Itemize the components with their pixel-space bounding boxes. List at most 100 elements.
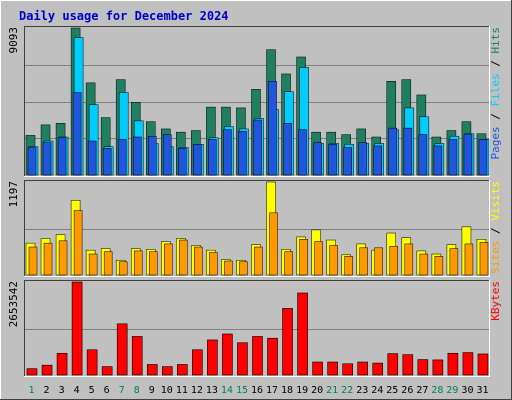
x-tick-label: 8 (134, 385, 140, 396)
bar-kbytes (101, 366, 113, 376)
x-tick-label: 6 (104, 385, 110, 396)
bar-sites (73, 210, 83, 276)
bar-kbytes (146, 364, 158, 376)
legend-separator: / (489, 54, 502, 74)
bar-kbytes (131, 336, 143, 376)
x-tick-label: 12 (191, 385, 203, 396)
x-tick-label: 13 (206, 385, 218, 396)
x-tick-label: 24 (371, 385, 383, 396)
x-tick-label: 3 (59, 385, 65, 396)
bar-pages (403, 127, 413, 176)
bar-pages (132, 136, 142, 176)
bar-pages (57, 137, 67, 176)
bar-kbytes (327, 361, 338, 376)
x-tick-label: 31 (476, 385, 488, 396)
x-tick-label: 14 (221, 385, 233, 396)
bar-pages (358, 142, 367, 176)
bar-pages (102, 148, 112, 176)
bar-sites (43, 242, 53, 276)
bar-pages (478, 139, 488, 176)
bar-sites (28, 246, 38, 276)
panel-visits_sites: 1197 Sites / Visits (7, 180, 502, 277)
x-tick-label: 9 (149, 385, 155, 396)
x-tick-label: 16 (251, 385, 263, 396)
bar-pages (117, 139, 127, 176)
bar-sites (239, 261, 248, 276)
bar-sites (434, 256, 444, 276)
x-tick-label: 27 (416, 385, 428, 396)
bar-sites (269, 212, 278, 276)
x-tick-label: 1 (29, 385, 35, 396)
bar-kbytes (417, 359, 429, 376)
bar-sites (344, 256, 353, 276)
x-tick-label: 30 (461, 385, 473, 396)
panel-kbytes: 2653542 KBytes (7, 280, 502, 377)
bar-pages (313, 142, 322, 176)
bar-sites (164, 243, 173, 276)
bar-pages (148, 135, 157, 176)
x-tick-label: 11 (176, 385, 188, 396)
bar-pages (223, 129, 232, 176)
bar-pages (87, 140, 97, 176)
bar-kbytes (161, 366, 173, 376)
x-tick-label: 20 (311, 385, 323, 396)
bar-pages (268, 80, 277, 176)
bar-sites (389, 246, 399, 276)
x-tick-label: 29 (446, 385, 458, 396)
bar-kbytes (41, 364, 53, 376)
bar-pages (178, 148, 187, 176)
bar-kbytes (447, 352, 459, 376)
bar-pages (253, 119, 262, 176)
bar-pages (343, 147, 352, 176)
x-tick-label: 17 (266, 385, 278, 396)
x-tick-label: 21 (326, 385, 338, 396)
bar-sites (299, 239, 308, 276)
x-tick-label: 4 (74, 385, 80, 396)
bar-sites (179, 239, 188, 276)
bar-sites (224, 260, 233, 276)
bar-pages (418, 134, 428, 176)
bar-sites (88, 253, 98, 276)
legend-separator: / (489, 221, 502, 241)
bar-kbytes (372, 362, 384, 376)
bar-kbytes (222, 333, 233, 376)
bar-sites (58, 240, 68, 276)
bar-kbytes (402, 354, 414, 376)
x-tick-label: 10 (161, 385, 173, 396)
x-axis-day-labels: 1 2 3 4 5 6 7 8 9 10 11 12 13 14 15 16 17 18 19 20 21 22 23 24 2… (29, 385, 489, 396)
x-tick-label: 19 (296, 385, 308, 396)
bar-pages (298, 129, 307, 176)
bar-sites (479, 242, 489, 276)
bar-pages (283, 123, 292, 176)
x-tick-label: 2 (44, 385, 50, 396)
bar-sites (149, 251, 158, 276)
bar-kbytes (462, 352, 474, 376)
bar-kbytes (207, 339, 218, 376)
bar-kbytes (432, 359, 444, 376)
bar-pages (373, 145, 382, 176)
legend-visits: Visits (489, 181, 502, 221)
bar-sites (314, 241, 323, 276)
bar-sites (118, 261, 128, 276)
bar-kbytes (477, 353, 489, 376)
bar-kbytes (71, 281, 83, 376)
bar-kbytes (177, 364, 188, 376)
bar-sites (374, 247, 383, 276)
x-tick-label: 28 (431, 385, 443, 396)
bar-kbytes (312, 361, 323, 376)
panel-max-label: 1197 (7, 181, 20, 208)
bar-kbytes (282, 308, 293, 376)
legend-kbytes: KBytes (489, 281, 502, 321)
bar-pages (27, 147, 37, 176)
x-tick-label: 7 (119, 385, 125, 396)
bar-kbytes (86, 349, 98, 376)
panel-hits_files_pages: 9093 Pages / Files / Hits (7, 26, 502, 177)
chart-panels: 9093 Pages / Files / Hits 1197 Sites / Visi… (7, 26, 502, 377)
bar-kbytes (192, 349, 203, 376)
bar-sites (209, 252, 218, 276)
x-tick-label: 22 (341, 385, 353, 396)
chart-title: Daily usage for December 2024 (19, 9, 229, 23)
legend-hits: Hits (489, 27, 502, 54)
bar-pages (238, 131, 247, 176)
